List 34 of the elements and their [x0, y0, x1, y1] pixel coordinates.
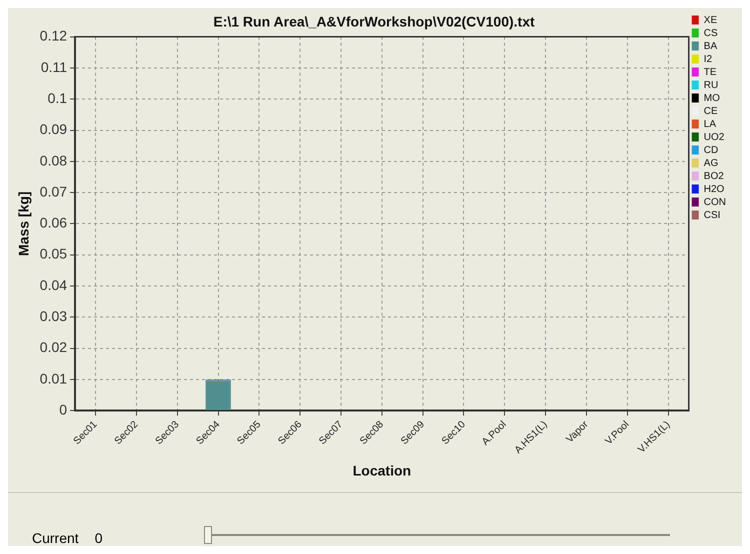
legend-label: MO — [704, 92, 720, 104]
legend-label: BA — [704, 40, 718, 52]
legend-label: CD — [704, 144, 718, 156]
text: 0 — [94, 530, 102, 546]
y-tick-label: 0.05 — [40, 246, 68, 262]
legend-label: CE — [704, 106, 718, 117]
y-tick-label: 0.03 — [40, 308, 68, 324]
y-tick-label: 0.08 — [40, 152, 68, 168]
legend-label: RU — [704, 80, 718, 91]
legend-label: TE — [704, 66, 717, 78]
legend-label: CON — [704, 196, 726, 208]
y-tick-label: 0.02 — [40, 339, 68, 356]
legend-label: I2 — [704, 54, 713, 65]
y-tick-label: 0.09 — [40, 121, 68, 138]
legend-label: UO2 — [704, 132, 725, 143]
y-tick-label: 0.1 — [48, 90, 68, 106]
chart-title: E:\1 Run Area\_A&VforWorkshop\V02(CV100).txt — [213, 13, 535, 30]
legend-label: LA — [704, 118, 716, 130]
x-axis-title: Location — [352, 462, 412, 478]
legend-label: BO2 — [704, 170, 724, 182]
legend-label: CSI — [704, 210, 720, 221]
legend-label: AG — [704, 158, 718, 169]
y-tick-label: 0.06 — [40, 214, 68, 231]
text: Current — [32, 530, 79, 546]
legend-label: H2O — [704, 184, 725, 195]
legend-label: XE — [704, 14, 718, 26]
y-tick-label: 0.01 — [40, 370, 68, 386]
y-tick-label: 0.07 — [40, 183, 68, 200]
y-tick-label: 0 — [59, 401, 68, 418]
y-tick-label: 0.04 — [40, 276, 68, 293]
legend-label: CS — [704, 28, 718, 39]
y-tick-label: 0.11 — [40, 58, 68, 75]
y-tick-label: 0.12 — [40, 28, 68, 44]
y-axis-title: Mass [kg] — [15, 191, 32, 256]
